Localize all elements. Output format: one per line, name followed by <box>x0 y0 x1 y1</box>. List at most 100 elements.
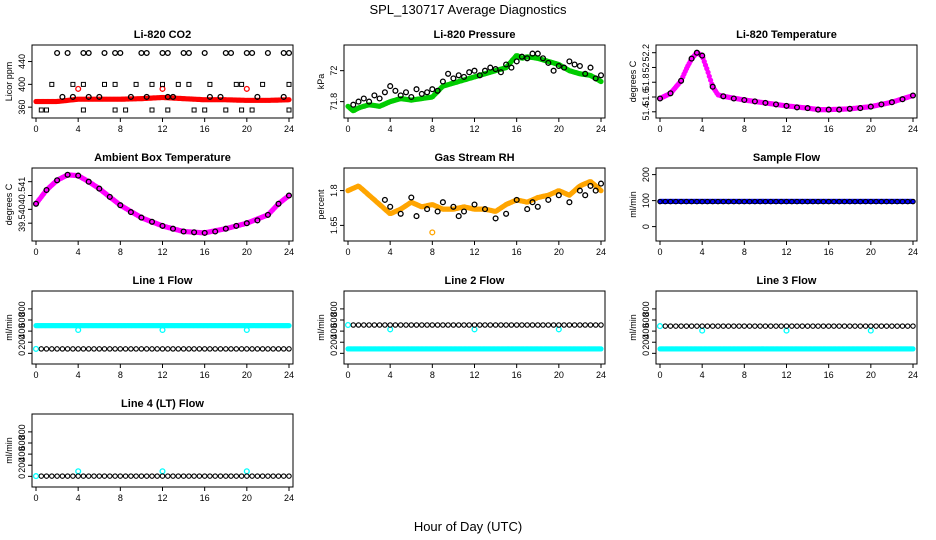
data-point <box>159 222 166 229</box>
data-point <box>910 346 916 352</box>
plot-series <box>656 323 916 352</box>
data-point <box>720 198 727 205</box>
data-point <box>434 322 441 328</box>
data-point <box>741 323 748 329</box>
data-point <box>725 198 732 205</box>
x-tick-label: 4 <box>700 124 705 134</box>
x-tick-label: 16 <box>512 247 522 257</box>
panel-title: Line 3 Flow <box>757 275 817 287</box>
y-tick-label: 51.6 <box>641 88 651 106</box>
data-point <box>794 323 800 329</box>
x-tick-label: 12 <box>469 370 479 380</box>
data-point <box>598 322 604 328</box>
data-point <box>545 322 552 328</box>
data-point <box>149 346 155 352</box>
data-point <box>408 194 415 201</box>
x-tick-label: 8 <box>742 124 747 134</box>
x-tick-label: 12 <box>781 247 791 257</box>
data-point <box>752 323 758 329</box>
x-tick-label: 20 <box>866 370 876 380</box>
data-point <box>286 81 292 87</box>
data-point <box>815 323 821 329</box>
data-point <box>673 198 679 205</box>
data-point <box>662 198 669 205</box>
data-point <box>286 107 292 113</box>
x-tick-label: 12 <box>157 247 167 257</box>
x-tick-label: 8 <box>742 370 747 380</box>
data-point <box>265 473 271 479</box>
data-point <box>149 473 155 479</box>
x-tick-label: 12 <box>781 124 791 134</box>
y-tick-label: 100 <box>641 193 651 208</box>
figure-title: SPL_130717 Average Diagnostics <box>369 2 567 17</box>
data-point <box>868 323 874 329</box>
y-axis-label: degrees C <box>4 183 14 225</box>
data-point <box>112 107 118 113</box>
data-point <box>518 53 525 60</box>
x-tick-label: 24 <box>284 124 294 134</box>
data-point <box>233 473 240 479</box>
data-point <box>350 322 357 328</box>
y-axis-label: kPa <box>316 74 326 90</box>
x-tick-label: 0 <box>345 370 350 380</box>
data-point <box>170 346 176 352</box>
data-point <box>688 323 695 329</box>
data-point <box>741 96 748 104</box>
x-tick-label: 16 <box>824 124 834 134</box>
plot-series <box>345 50 605 114</box>
data-point <box>555 62 562 70</box>
x-tick-label: 24 <box>908 247 918 257</box>
data-point <box>96 473 103 479</box>
data-point <box>169 93 177 100</box>
panel-title: Line 2 Flow <box>445 275 505 287</box>
y-tick-label: 600 <box>17 435 27 450</box>
y-tick-label: 800 <box>17 301 27 316</box>
panel-title: Li-820 CO2 <box>134 29 191 41</box>
data-point <box>264 49 271 57</box>
data-point <box>529 199 536 206</box>
data-point <box>878 101 885 108</box>
data-point <box>70 473 76 479</box>
data-point <box>69 93 76 100</box>
data-point <box>54 49 61 57</box>
data-point <box>403 322 409 328</box>
data-point <box>889 198 895 205</box>
data-point <box>239 107 245 113</box>
data-point <box>867 327 874 334</box>
y-tick-label: 0 <box>17 351 27 356</box>
data-point <box>143 473 150 479</box>
data-point <box>720 323 727 329</box>
data-point <box>32 200 40 207</box>
data-point <box>70 81 76 87</box>
data-point <box>481 67 489 74</box>
data-point <box>154 346 160 352</box>
data-point <box>243 49 250 57</box>
plot-series <box>32 171 293 236</box>
data-point <box>91 346 97 352</box>
plot-series <box>657 198 916 205</box>
data-point <box>841 198 848 205</box>
data-point <box>138 473 145 479</box>
data-point <box>222 49 229 57</box>
data-point <box>699 327 706 334</box>
data-point <box>238 473 245 479</box>
data-point <box>899 96 906 103</box>
x-tick-label: 16 <box>200 247 210 257</box>
data-point <box>731 198 737 205</box>
data-point <box>883 323 890 329</box>
data-point <box>793 104 801 111</box>
data-point <box>149 81 155 87</box>
x-tick-label: 20 <box>554 124 564 134</box>
data-point <box>904 198 911 205</box>
data-point <box>731 323 737 329</box>
data-point <box>434 87 441 94</box>
data-point <box>477 322 483 328</box>
data-point <box>455 213 462 220</box>
panel-title: Ambient Box Temperature <box>94 152 231 164</box>
data-point <box>461 322 467 328</box>
data-point <box>402 89 410 96</box>
x-tick-label: 16 <box>512 370 522 380</box>
data-point <box>75 85 82 92</box>
data-point <box>371 322 378 328</box>
data-point <box>577 322 583 328</box>
